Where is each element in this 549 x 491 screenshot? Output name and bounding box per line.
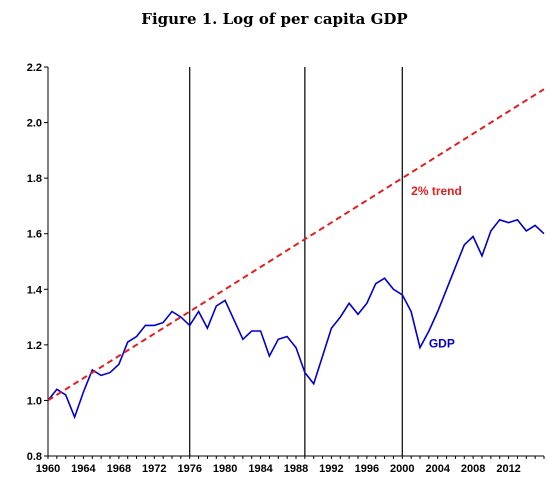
y-tick-label: 1.0	[27, 395, 42, 407]
y-tick-label: 1.2	[27, 340, 42, 352]
y-tick-label: 0.8	[27, 451, 42, 463]
x-tick-label: 1984	[248, 463, 273, 475]
x-tick-label: 1976	[177, 463, 201, 475]
x-tick-label: 1972	[142, 463, 166, 475]
trend-series-line	[47, 88, 545, 402]
y-tick-label: 1.8	[27, 173, 42, 185]
x-tick-label: 2000	[390, 463, 414, 475]
y-tick-label: 2.2	[27, 62, 42, 74]
chart-title: Figure 1. Log of per capita GDP	[141, 10, 408, 28]
x-tick-label: 1980	[213, 463, 237, 475]
x-tick-label: 2012	[496, 463, 520, 475]
x-tick-label: 1960	[36, 463, 60, 475]
y-tick-label: 1.4	[27, 284, 43, 296]
x-tick-label: 1988	[284, 463, 308, 475]
gdp-series-line	[47, 218, 545, 420]
x-tick-label: 1968	[107, 463, 131, 475]
x-tick-label: 2004	[425, 463, 450, 475]
series-annotation-label: GDP	[429, 337, 455, 351]
series-annotation-label: 2% trend	[411, 184, 462, 198]
x-tick-label: 1996	[355, 463, 379, 475]
x-tick-label: 1992	[319, 463, 343, 475]
y-tick-label: 1.6	[27, 229, 42, 241]
x-tick-label: 2008	[461, 463, 485, 475]
x-tick-label: 1964	[71, 463, 96, 475]
y-tick-label: 2.0	[27, 118, 42, 130]
